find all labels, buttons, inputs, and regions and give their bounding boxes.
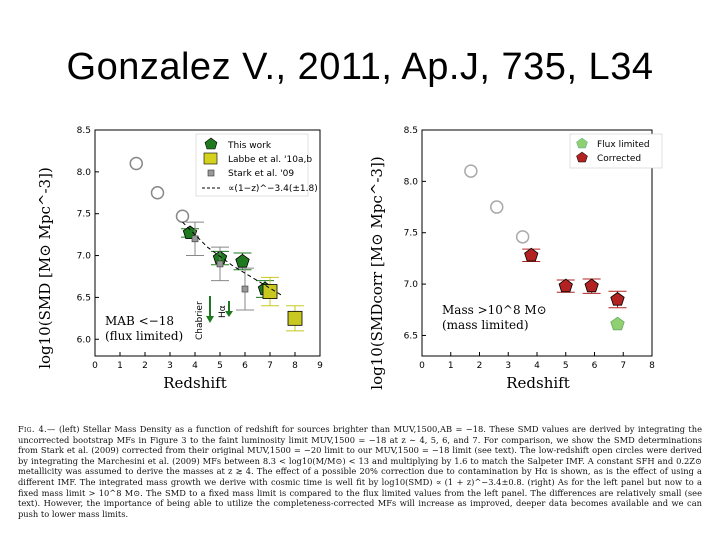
left-square-point — [287, 310, 303, 326]
right-x-tick-label: 8 — [649, 361, 655, 371]
legend-labbe: Labbe et al. '10a,b — [228, 155, 312, 165]
left-y-tick-label: 6.5 — [77, 293, 91, 303]
right-pentagon-point — [584, 278, 599, 293]
right-annotation-line1: Mass >10^8 M⊙ — [442, 303, 547, 317]
right-legend: Flux limited Corrected — [569, 133, 663, 169]
left-y-tick-label: 6.0 — [77, 335, 92, 345]
right-y-tick-label: 8.0 — [404, 177, 419, 187]
left-x-tick-label: 1 — [117, 361, 123, 371]
caption-text: (left) Stellar Mass Density as a functio… — [18, 424, 702, 519]
right-x-axis-title: Redshift — [506, 374, 570, 392]
left-y-tick-label: 8.5 — [77, 126, 91, 136]
left-annotation-line2: (flux limited) — [105, 329, 183, 343]
right-x-tick-label: 7 — [620, 361, 626, 371]
left-axes-box — [94, 129, 321, 357]
left-open-circle-point — [150, 186, 165, 200]
halpha-label: Hα — [218, 305, 228, 318]
halpha-arrow-head-icon — [225, 311, 233, 317]
legend-flux-pentagon-icon — [576, 137, 588, 149]
right-pentagon-point — [610, 316, 625, 331]
right-x-tick-label: 2 — [477, 361, 483, 371]
chabrier-label: Chabrier — [195, 301, 205, 340]
left-data-marks — [129, 156, 304, 332]
caption-lead: Fig. 4.— — [18, 424, 56, 434]
figure-caption: Fig. 4.— (left) Stellar Mass Density as … — [18, 424, 702, 519]
right-axis-ticks: 0 1 2 3 4 5 6 7 8 6.5 7.0 7.5 8.0 8.5 — [404, 126, 655, 371]
left-axis-ticks: 0 1 2 3 4 5 6 7 8 9 6.0 6.5 7.0 7.5 8.0 8.5 — [77, 126, 323, 371]
right-annotation-line2: (mass limited) — [442, 318, 529, 332]
left-smd-chart: 0 1 2 3 4 5 6 7 8 9 6.0 6.5 7.0 7.5 8.0 8.5 Redshift lo… — [36, 126, 323, 392]
right-x-tick-label: 1 — [448, 361, 454, 371]
legend-square-icon — [203, 152, 218, 165]
slide-title: Gonzalez V., 2011, Ap.J, 735, L34 — [66, 46, 654, 88]
legend-stark: Stark et al. '09 — [228, 169, 294, 179]
legend-corrected: Corrected — [597, 154, 641, 164]
right-x-tick-label: 0 — [419, 361, 425, 371]
left-y-tick-label: 8.0 — [77, 168, 92, 178]
left-legend: This work Labbe et al. '10a,b Stark et a… — [195, 133, 318, 197]
right-x-tick-label: 4 — [534, 361, 540, 371]
left-fit-line — [182, 221, 283, 297]
left-y-tick-label: 7.0 — [77, 252, 92, 262]
right-x-tick-label: 5 — [563, 361, 569, 371]
left-annotation-line1: MAB <−18 — [105, 314, 174, 328]
left-x-tick-label: 8 — [292, 361, 298, 371]
left-pentagon-point — [235, 253, 250, 268]
left-small-square-point — [216, 260, 224, 268]
left-x-tick-label: 7 — [267, 361, 273, 371]
right-open-circle-point — [464, 164, 478, 178]
right-y-tick-label: 6.5 — [404, 331, 418, 341]
right-open-circle-point — [490, 200, 504, 214]
left-x-tick-label: 9 — [317, 361, 323, 371]
legend-flux-limited: Flux limited — [597, 140, 650, 150]
left-x-tick-label: 4 — [192, 361, 198, 371]
right-data-marks — [464, 164, 627, 331]
legend-fit: ∝(1−z)^−3.4(±1.8) — [228, 184, 318, 194]
chabrier-arrow-head-icon — [206, 316, 214, 323]
left-square-point — [262, 284, 278, 299]
right-x-tick-label: 3 — [505, 361, 511, 371]
right-pentagon-point — [524, 247, 539, 262]
left-x-tick-label: 2 — [142, 361, 148, 371]
left-open-circle-point — [129, 156, 143, 171]
right-y-tick-label: 7.0 — [404, 280, 419, 290]
right-y-tick-label: 7.5 — [404, 229, 418, 239]
right-open-circle-point — [515, 230, 530, 244]
left-small-square-point — [191, 235, 199, 243]
left-open-circle-point — [175, 209, 190, 223]
legend-corrected-pentagon-icon — [576, 151, 588, 163]
left-x-tick-label: 5 — [217, 361, 223, 371]
left-x-tick-label: 0 — [92, 361, 98, 371]
left-plot-frame — [94, 129, 321, 357]
left-y-tick-label: 7.5 — [77, 210, 91, 220]
right-smd-chart: 0 1 2 3 4 5 6 7 8 6.5 7.0 7.5 8.0 8.5 Redshift log10(… — [368, 126, 663, 392]
right-pentagon-point — [558, 278, 573, 293]
legend-small-square-icon — [207, 169, 215, 177]
left-x-tick-label: 3 — [167, 361, 173, 371]
left-x-axis-title: Redshift — [163, 374, 227, 392]
right-x-tick-label: 6 — [592, 361, 598, 371]
legend-this-work: This work — [227, 141, 272, 151]
right-legend-box — [569, 133, 663, 169]
right-y-tick-label: 8.5 — [404, 126, 418, 136]
left-y-axis-title: log10(SMD [M⊙ Mpc^-3]) — [36, 167, 54, 369]
right-pentagon-point — [610, 292, 625, 306]
left-pentagon-point — [182, 225, 198, 239]
legend-pentagon-icon — [204, 137, 218, 150]
left-small-square-point — [241, 285, 249, 293]
left-x-tick-label: 6 — [242, 361, 248, 371]
right-y-axis-title: log10(SMDcorr [M⊙ Mpc^-3]) — [368, 156, 386, 389]
